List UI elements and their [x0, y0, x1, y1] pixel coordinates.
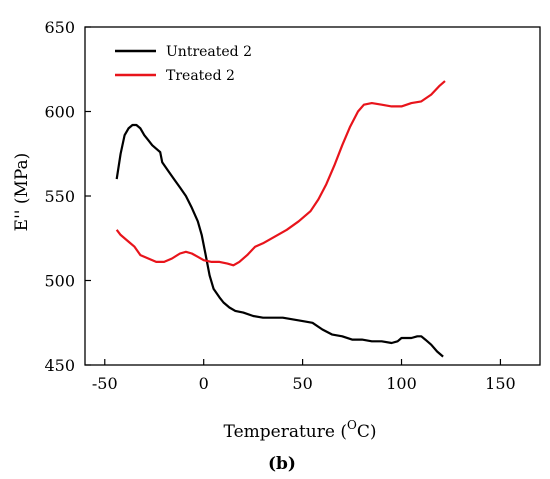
- y-tick-label: 450: [44, 356, 75, 375]
- y-axis-title: E'' (MPa): [12, 153, 32, 232]
- x-axis-title-end: C): [357, 422, 377, 442]
- legend: Untreated 2 Treated 2: [115, 44, 252, 84]
- y-tick-label: 600: [44, 103, 75, 122]
- legend-label-treated-2: Treated 2: [166, 68, 235, 84]
- x-axis-title-sup: O: [347, 418, 357, 432]
- plot-frame: [84, 26, 541, 366]
- series-lines: [115, 80, 446, 358]
- y-tick-label: 650: [44, 18, 75, 37]
- series-line-treated-2: [115, 80, 446, 267]
- x-tick-label: 50: [292, 374, 312, 393]
- x-tick-label: -50: [92, 374, 118, 393]
- y-tick-label: 550: [44, 187, 75, 206]
- y-tick-label: 500: [44, 272, 75, 291]
- x-tick-label: 0: [199, 374, 209, 393]
- x-tick-label: 150: [485, 374, 516, 393]
- legend-label-untreated-2: Untreated 2: [166, 44, 252, 60]
- ticks: -50 0 50 100 150 450 500 550 600 650: [44, 18, 515, 393]
- x-axis-title-main: Temperature (: [224, 422, 347, 442]
- x-axis-title: Temperature (OC): [224, 418, 377, 442]
- axes: [84, 26, 541, 366]
- panel-label: (b): [268, 454, 296, 474]
- series-line-untreated-2: [115, 123, 444, 358]
- x-tick-label: 100: [386, 374, 417, 393]
